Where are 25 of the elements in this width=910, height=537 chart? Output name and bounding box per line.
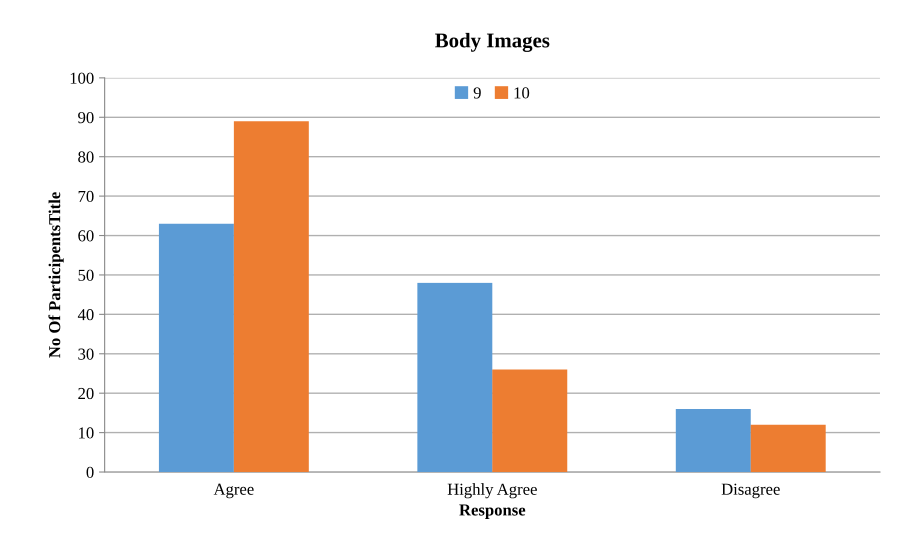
y-tick-label: 90 [78, 112, 94, 124]
y-tick-label: 70 [78, 190, 94, 202]
legend-label: 9 [474, 87, 481, 99]
y-tick-label: 80 [78, 151, 94, 163]
x-tick-label: Disagree [722, 484, 780, 498]
bar [750, 424, 826, 472]
y-tick-label: 50 [78, 270, 94, 281]
bar [158, 224, 234, 472]
x-tick-label: Highly Agree [448, 483, 537, 498]
chart-title: Body Images [435, 32, 550, 52]
y-axis-title: No Of ParticipentsTitle [48, 192, 64, 358]
y-tick-label: 10 [79, 427, 94, 439]
y-tick-label: 40 [78, 309, 94, 320]
bar [234, 121, 309, 472]
bar [676, 408, 751, 472]
x-tick-label: Agree [214, 484, 254, 498]
x-axis-title: Response [459, 504, 526, 519]
y-tick-label: 0 [86, 466, 94, 478]
bar [492, 370, 568, 472]
legend-label: 10 [514, 87, 530, 99]
y-tick-label: 60 [78, 230, 94, 242]
bar [417, 282, 492, 472]
y-tick-label: 30 [78, 348, 94, 360]
y-tick-label: 100 [70, 72, 94, 84]
y-tick-label: 20 [78, 388, 94, 400]
